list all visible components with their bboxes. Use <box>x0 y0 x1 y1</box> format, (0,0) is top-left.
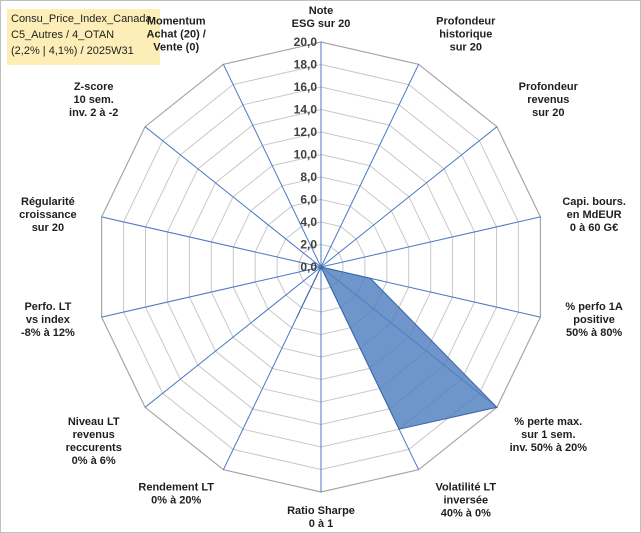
tick-label: 0,0 <box>300 260 317 274</box>
axis-label-line: 0% à 20% <box>151 495 201 507</box>
axis-label-line: 0 à 1 <box>309 518 333 530</box>
axis-label-line: Vente (0) <box>153 42 199 54</box>
tick-label: 6,0 <box>300 193 317 207</box>
axis-label-line: Momentum <box>147 16 206 28</box>
axis-label-line: inv. 50% à 20% <box>510 442 588 454</box>
axis-label-line: Capi. bours. <box>562 196 626 208</box>
axis-label-line: sur 20 <box>532 107 564 119</box>
axis-label-line: 0 à 60 G€ <box>570 222 618 234</box>
axis-label-line: croissance <box>19 209 76 221</box>
axis-label-1: Note ESG sur 20 <box>292 5 351 30</box>
axis-label-4: Capi. bours. en MdEUR 0 à 60 G€ <box>562 196 626 234</box>
axis-label-14: Momentum Achat (20) / Vente (0) <box>147 16 206 54</box>
axis-label-line: % perte max. <box>514 416 582 428</box>
spoke-10 <box>144 266 322 408</box>
axis-label-line: sur 20 <box>450 42 482 54</box>
axis-label-line: inversée <box>443 495 488 507</box>
axis-label-10: Niveau LT revenus reccurents 0% à 6% <box>66 416 122 467</box>
tick-label: 10,0 <box>294 148 318 162</box>
axis-label-line: vs index <box>26 314 71 326</box>
axis-label-line: 10 sem. <box>74 94 114 106</box>
axis-label-line: -8% à 12% <box>21 327 75 339</box>
tick-label: 4,0 <box>300 215 317 229</box>
axis-label-line: Achat (20) / <box>147 29 206 41</box>
axis-label-11: Perfo. LT vs index -8% à 12% <box>21 301 75 339</box>
axis-label-line: Profondeur <box>519 81 579 93</box>
axis-label-line: sur 1 sem. <box>521 429 575 441</box>
axis-label-line: Régularité <box>21 196 75 208</box>
tick-label: 20,0 <box>294 35 318 49</box>
spoke-2 <box>320 64 420 268</box>
axis-label-line: Profondeur <box>436 16 496 28</box>
axis-label-line: en MdEUR <box>567 209 622 221</box>
spoke-12 <box>101 216 322 268</box>
axis-label-line: inv. 2 à -2 <box>69 107 118 119</box>
axis-label-line: revenus <box>527 94 569 106</box>
series-area <box>296 265 498 430</box>
axis-label-12: Régularité croissance sur 20 <box>19 196 76 234</box>
chart-title-box: Consu_Price_Index_Canada C5_Autres / 4_O… <box>7 9 160 65</box>
axis-label-line: 50% à 80% <box>566 327 622 339</box>
axis-label-line: 40% à 0% <box>441 508 491 520</box>
axis-label-line: sur 20 <box>32 222 64 234</box>
tick-label: 8,0 <box>300 170 317 184</box>
title-line-2: C5_Autres / 4_OTAN <box>11 29 115 41</box>
axis-label-13: Z-score 10 sem. inv. 2 à -2 <box>69 81 118 119</box>
axis-label-line: Volatilité LT <box>435 482 496 494</box>
axis-label-line: Niveau LT <box>68 416 120 428</box>
axis-label-line: Perfo. LT <box>24 301 71 313</box>
axis-label-6: % perte max. sur 1 sem. inv. 50% à 20% <box>510 416 588 454</box>
axis-label-line: revenus <box>73 429 115 441</box>
tick-label: 2,0 <box>300 238 317 252</box>
tick-label: 18,0 <box>294 58 318 72</box>
axis-label-9: Rendement LT 0% à 20% <box>138 482 214 507</box>
spoke-14 <box>222 64 322 268</box>
axis-label-5: % perfo 1A positive 50% à 80% <box>565 301 623 339</box>
radar-axis-labels: Note ESG sur 20 Profondeur historique sur 20… <box>19 5 626 530</box>
title-line-1: Consu_Price_Index_Canada <box>11 13 152 25</box>
radar-series <box>296 265 498 430</box>
spoke-3 <box>320 126 498 268</box>
axis-label-line: Rendement LT <box>138 482 214 494</box>
tick-label: 16,0 <box>294 80 318 94</box>
axis-label-line: reccurents <box>66 442 122 454</box>
axis-label-7: Volatilité LT inversée 40% à 0% <box>435 482 496 520</box>
spoke-4 <box>320 216 541 268</box>
axis-label-line: historique <box>439 29 492 41</box>
axis-label-line: positive <box>573 314 615 326</box>
axis-label-line: Note <box>309 5 333 17</box>
axis-label-line: Z-score <box>74 81 114 93</box>
spoke-11 <box>101 266 322 318</box>
spoke-13 <box>144 126 322 268</box>
radar-tick-labels: 0,0 2,0 4,0 6,0 8,0 10,0 12,0 14,0 16,0 18,0 20,0 <box>294 35 318 274</box>
axis-label-3: Profondeur revenus sur 20 <box>519 81 579 119</box>
axis-label-line: Ratio Sharpe <box>287 505 355 517</box>
axis-label-2: Profondeur historique sur 20 <box>436 16 496 54</box>
axis-label-line: % perfo 1A <box>565 301 623 313</box>
tick-label: 12,0 <box>294 125 318 139</box>
axis-label-8: Ratio Sharpe 0 à 1 <box>287 505 355 530</box>
tick-label: 14,0 <box>294 103 318 117</box>
axis-label-line: 0% à 6% <box>72 455 116 467</box>
title-line-3: (2,2% | 4,1%) / 2025W31 <box>11 45 134 57</box>
axis-label-line: ESG sur 20 <box>292 18 351 30</box>
